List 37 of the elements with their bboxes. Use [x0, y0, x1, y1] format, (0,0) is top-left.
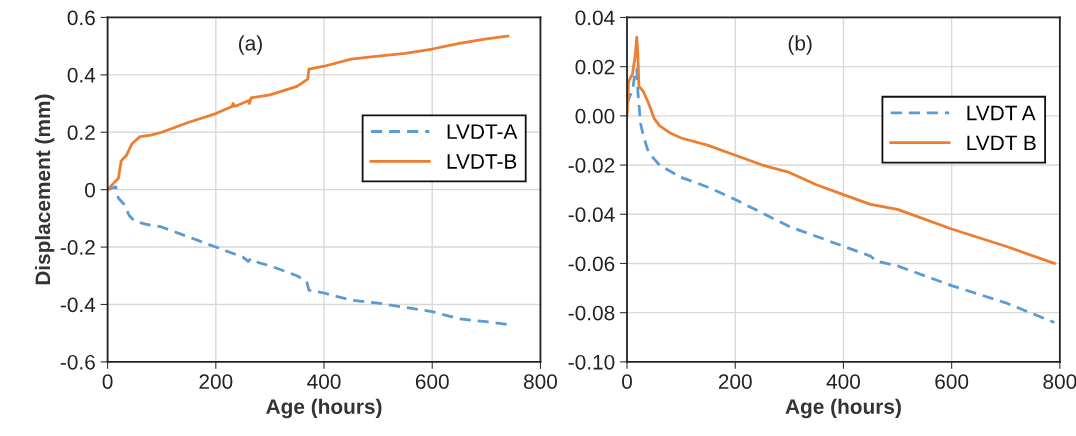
x-tick-label: 0 — [102, 374, 113, 389]
y-tick-label: 0 — [85, 182, 95, 198]
y-tick-label: 0.04 — [575, 10, 615, 26]
x-tick-label: 600 — [415, 374, 449, 389]
y-axis-title: Displacement (mm) — [34, 94, 55, 285]
legend-label: LVDT A — [967, 105, 1036, 121]
x-tick-label: 800 — [1043, 374, 1076, 389]
x-tick-label: 400 — [307, 374, 341, 389]
y-tick-label: 0.2 — [67, 125, 95, 141]
y-tick-label: -0.10 — [568, 354, 615, 370]
annotation: (a) — [239, 35, 262, 55]
x-tick-label: 600 — [935, 374, 969, 389]
x-tick-label: 400 — [826, 374, 860, 389]
y-tick-label: 0.00 — [575, 108, 615, 124]
legend-label: LVDT-B — [447, 154, 517, 169]
x-axis-title: Age (hours) — [266, 398, 382, 419]
line-series — [627, 67, 1056, 324]
x-tick-label: 200 — [718, 374, 752, 389]
line-series — [627, 35, 1056, 265]
y-tick-label: 0.6 — [67, 10, 95, 26]
x-axis-title: Age (hours) — [785, 398, 901, 419]
legend-label: LVDT-A — [447, 124, 518, 139]
y-tick-label: -0.08 — [568, 305, 615, 321]
y-tick-label: -0.04 — [568, 207, 615, 223]
x-tick-label: 800 — [523, 374, 558, 389]
x-tick-label: 200 — [199, 374, 233, 389]
y-tick-label: -0.06 — [568, 256, 615, 272]
y-tick-label: -0.4 — [60, 297, 96, 313]
y-tick-label: -0.6 — [60, 354, 95, 370]
y-tick-label: -0.2 — [60, 240, 95, 255]
legend-label: LVDT B — [967, 135, 1036, 151]
y-tick-label: 0.02 — [575, 59, 615, 75]
x-tick-label: 0 — [622, 374, 632, 389]
y-tick-label: 0.4 — [67, 67, 96, 83]
annotation: (b) — [788, 35, 812, 55]
y-tick-label: -0.02 — [568, 158, 615, 173]
line-series — [107, 185, 510, 326]
